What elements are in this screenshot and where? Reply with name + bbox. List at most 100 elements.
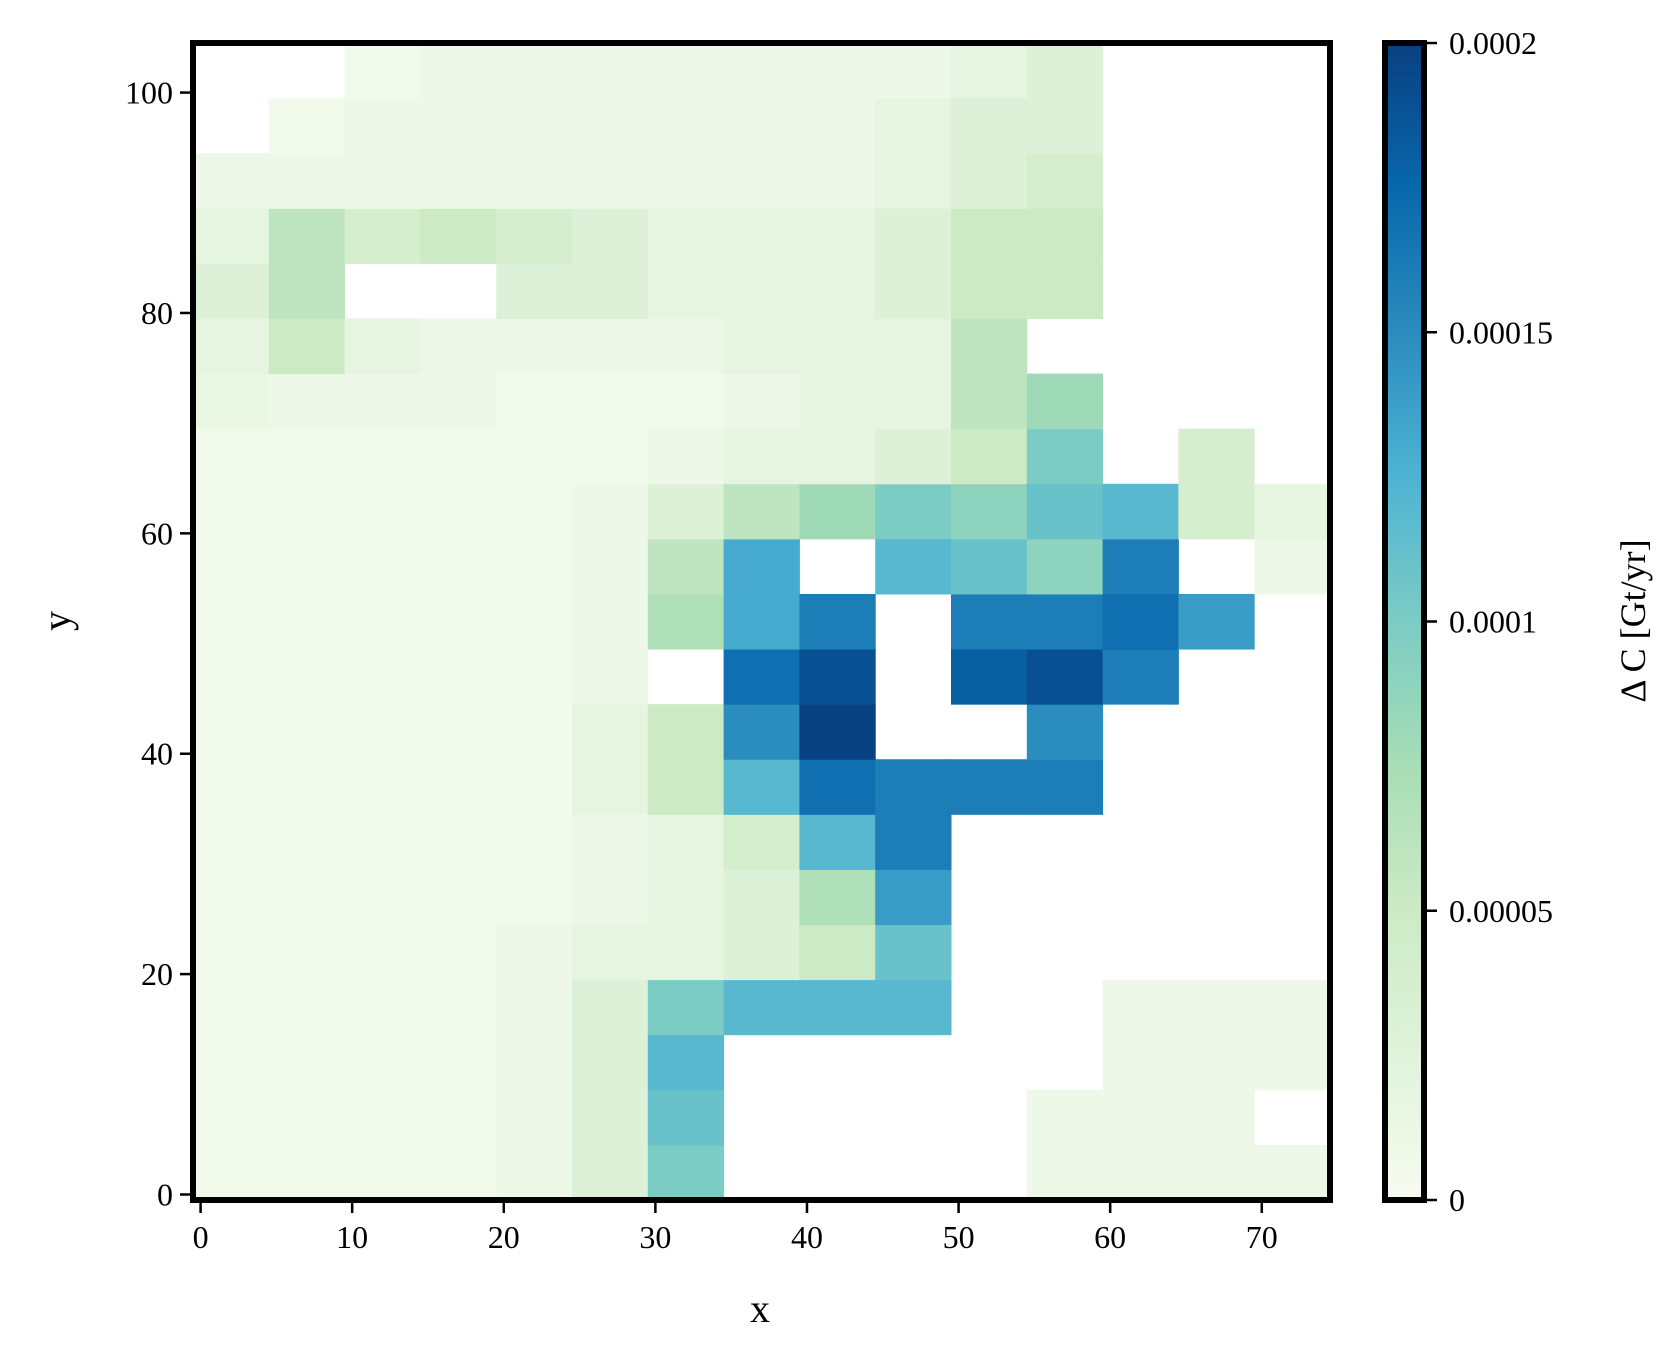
heatmap-cell: [344, 593, 421, 650]
heatmap-cell: [951, 208, 1028, 264]
heatmap-cell: [268, 704, 346, 760]
heatmap-cell: [723, 263, 800, 319]
heatmap-cell: [344, 1034, 421, 1091]
colorbar-tick-label: 0.00005: [1449, 893, 1553, 929]
heatmap-cell: [344, 869, 421, 926]
heatmap-cell: [193, 1034, 270, 1091]
heatmap-cell: [496, 373, 573, 430]
heatmap-cell: [1102, 483, 1179, 540]
heatmap-cell: [1254, 538, 1331, 595]
heatmap-cell: [572, 208, 649, 264]
heatmap-cell: [1026, 704, 1104, 760]
heatmap-cell: [723, 538, 800, 595]
heatmap: [193, 43, 1331, 1201]
heatmap-cell: [268, 263, 346, 319]
heatmap-cell: [268, 153, 346, 209]
heatmap-cell: [420, 1034, 497, 1091]
heatmap-cell: [420, 869, 497, 926]
heatmap-cell: [723, 593, 800, 650]
heatmap-cell: [344, 98, 421, 154]
heatmap-cell: [193, 1144, 270, 1201]
heatmap-cell: [1102, 1144, 1179, 1201]
heatmap-cell: [193, 318, 270, 375]
heatmap-cell: [1026, 428, 1104, 485]
plot-frame: [190, 40, 1333, 1203]
heatmap-cell: [420, 208, 497, 264]
y-axis-label: y: [34, 611, 79, 631]
heatmap-cell: [572, 704, 649, 760]
heatmap-cell: [951, 483, 1028, 540]
heatmap-cell: [799, 704, 876, 760]
x-tick-label: 10: [336, 1219, 368, 1255]
heatmap-cell: [647, 538, 725, 595]
heatmap-cell: [647, 373, 725, 430]
heatmap-cell: [420, 153, 497, 209]
heatmap-cell: [647, 1089, 725, 1146]
heatmap-cell: [647, 704, 725, 760]
heatmap-cell: [1026, 153, 1104, 209]
heatmap-cell: [1254, 483, 1331, 540]
heatmap-cell: [344, 318, 421, 375]
colorbar-tick-label: 0.00015: [1449, 314, 1553, 350]
colorbar-label: Δ C [Gt/yr]: [1613, 539, 1653, 702]
heatmap-cell: [193, 373, 270, 430]
heatmap-cell: [496, 483, 573, 540]
heatmap-cell: [1026, 759, 1104, 815]
heatmap-cell: [420, 759, 497, 815]
heatmap-cell: [647, 483, 725, 540]
heatmap-cell: [420, 814, 497, 870]
heatmap-cell: [496, 208, 573, 264]
heatmap-cell: [344, 1144, 421, 1201]
heatmap-cell: [875, 483, 952, 540]
heatmap-cell: [496, 814, 573, 870]
heatmap-cell: [647, 153, 725, 209]
heatmap-cell: [344, 428, 421, 485]
heatmap-cell: [496, 428, 573, 485]
heatmap-cell: [572, 318, 649, 375]
colorbar-tick-label: 0.0001: [1449, 604, 1537, 640]
heatmap-cell: [420, 704, 497, 760]
heatmap-cell: [268, 759, 346, 815]
heatmap-cell: [496, 538, 573, 595]
heatmap-cell: [875, 538, 952, 595]
heatmap-cell: [344, 814, 421, 870]
heatmap-cell: [1178, 1034, 1255, 1091]
heatmap-cell: [1026, 43, 1104, 99]
heatmap-cell: [799, 318, 876, 375]
heatmap-cell: [1026, 538, 1104, 595]
heatmap-cell: [875, 924, 952, 981]
heatmap-cell: [344, 1089, 421, 1146]
heatmap-cell: [420, 318, 497, 375]
heatmap-cell: [875, 43, 952, 99]
heatmap-cell: [572, 593, 649, 650]
colorbar-tick-label: 0: [1449, 1182, 1465, 1218]
heatmap-cell: [647, 208, 725, 264]
heatmap-cell: [572, 263, 649, 319]
heatmap-cell: [193, 759, 270, 815]
heatmap-cell: [268, 538, 346, 595]
heatmap-cell: [572, 98, 649, 154]
heatmap-cell: [647, 1144, 725, 1201]
heatmap-cell: [268, 318, 346, 375]
x-tick-label: 20: [488, 1219, 520, 1255]
heatmap-cell: [572, 483, 649, 540]
heatmap-cell: [496, 1089, 573, 1146]
heatmap-cell: [496, 759, 573, 815]
heatmap-cell: [572, 373, 649, 430]
heatmap-cell: [723, 373, 800, 430]
heatmap-cell: [647, 1034, 725, 1091]
heatmap-cell: [193, 428, 270, 485]
heatmap-cell: [496, 704, 573, 760]
heatmap-cell: [951, 98, 1028, 154]
heatmap-cell: [647, 318, 725, 375]
heatmap-cell: [268, 1089, 346, 1146]
y-tick-label: 0: [157, 1176, 173, 1212]
heatmap-cell: [799, 869, 876, 926]
heatmap-cell: [496, 979, 573, 1036]
heatmap-cell: [420, 43, 497, 99]
heatmap-cell: [647, 814, 725, 870]
heatmap-cell: [1102, 1089, 1179, 1146]
heatmap-cell: [1026, 373, 1104, 430]
heatmap-cell: [268, 979, 346, 1036]
heatmap-cell: [1178, 979, 1255, 1036]
